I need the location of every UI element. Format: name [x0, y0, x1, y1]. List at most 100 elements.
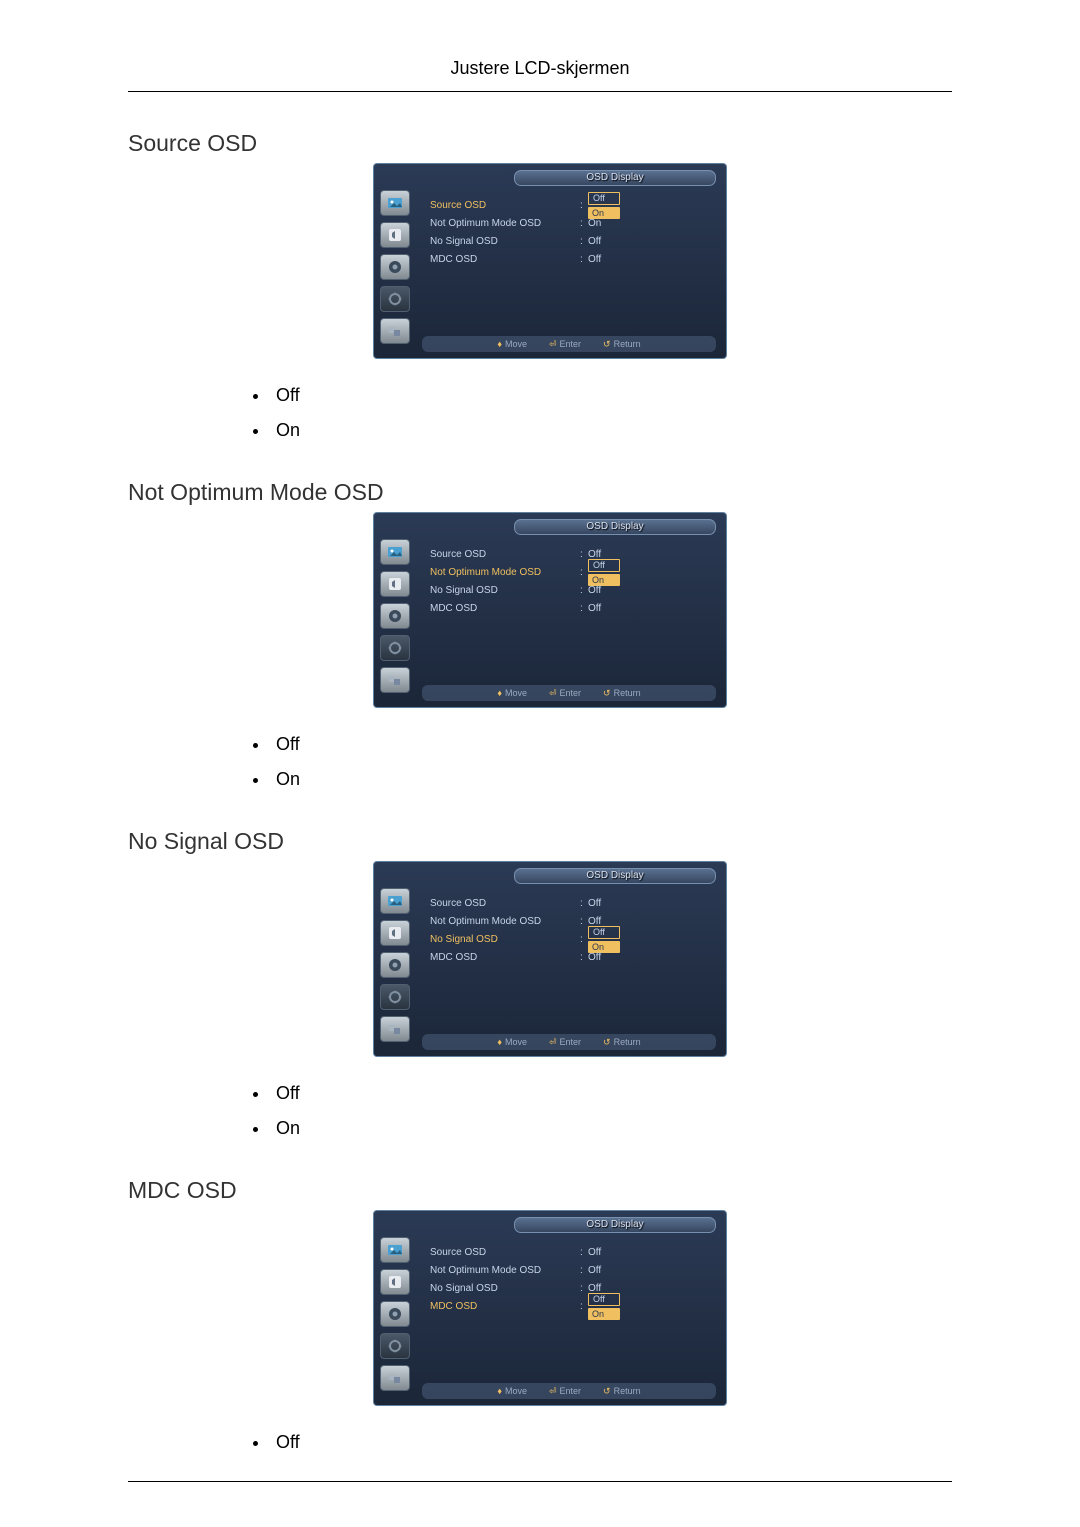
osd-menu: Source OSD : Off Not Optimum Mode OSD : … — [430, 1243, 714, 1315]
osd-value: Off — [588, 1265, 601, 1276]
osd-menu-row[interactable]: No Signal OSD : Off — [430, 581, 714, 599]
osd-colon: : — [580, 1283, 588, 1294]
osd-menu-row[interactable]: Not Optimum Mode OSD : Off On — [430, 563, 714, 581]
osd-menu-label: Not Optimum Mode OSD — [430, 916, 580, 927]
osd-colon: : — [580, 200, 588, 211]
osd-value: Off — [588, 254, 601, 265]
settings-icon[interactable] — [380, 286, 410, 312]
option-list: OffOn — [270, 1083, 952, 1139]
osd-menu-label: Source OSD — [430, 549, 580, 560]
picture-icon[interactable] — [380, 190, 410, 216]
osd-value-selected[interactable]: Off — [588, 192, 620, 205]
sound-icon[interactable] — [380, 920, 410, 946]
multi-icon[interactable] — [380, 1365, 410, 1391]
page-content: Source OSD OSD Display Source OSD : Off … — [0, 130, 1080, 1453]
multi-icon[interactable] — [380, 318, 410, 344]
return-icon: ↺ — [603, 1037, 611, 1047]
picture-icon[interactable] — [380, 1237, 410, 1263]
header-rule — [128, 91, 952, 92]
osd-value-selected[interactable]: Off — [588, 926, 620, 939]
updown-icon: ♦ — [497, 1386, 502, 1396]
settings-icon[interactable] — [380, 635, 410, 661]
osd-value: Off — [588, 585, 601, 596]
osd-menu-label: No Signal OSD — [430, 585, 580, 596]
enter-icon: ⏎ — [549, 339, 557, 349]
footer-enter: ⏎Enter — [549, 1386, 581, 1397]
footer-return: ↺Return — [603, 688, 641, 699]
osd-sidebar — [380, 539, 418, 699]
osd-value-selected[interactable]: Off — [588, 559, 620, 572]
osd-menu-label: MDC OSD — [430, 603, 580, 614]
osd-menu-row[interactable]: MDC OSD : Off On — [430, 1297, 714, 1315]
osd-dropdown-option[interactable]: On — [588, 1308, 620, 1320]
osd-menu-row[interactable]: No Signal OSD : Off — [430, 1279, 714, 1297]
osd-menu-label: MDC OSD — [430, 952, 580, 963]
osd-menu-row[interactable]: Not Optimum Mode OSD : Off — [430, 912, 714, 930]
osd-menu-row[interactable]: Source OSD : Off On — [430, 196, 714, 214]
osd-colon: : — [580, 603, 588, 614]
osd-menu-row[interactable]: Source OSD : Off — [430, 545, 714, 563]
osd-title: OSD Display — [514, 170, 716, 186]
sound-icon[interactable] — [380, 571, 410, 597]
osd-value: Off — [588, 1247, 601, 1258]
sound-icon[interactable] — [380, 222, 410, 248]
osd-colon: : — [580, 1265, 588, 1276]
option-item: Off — [270, 1083, 952, 1104]
osd-sidebar — [380, 888, 418, 1048]
section-heading-mdc: MDC OSD — [128, 1177, 952, 1204]
settings-icon[interactable] — [380, 1333, 410, 1359]
footer-rule — [128, 1481, 952, 1482]
picture-icon[interactable] — [380, 888, 410, 914]
setup-icon[interactable] — [380, 952, 410, 978]
osd-menu-row[interactable]: MDC OSD : Off — [430, 250, 714, 268]
osd-value-selected[interactable]: Off — [588, 1293, 620, 1306]
osd-menu-row[interactable]: Source OSD : Off — [430, 894, 714, 912]
osd-panel: OSD Display Source OSD : Off Not Optimum… — [373, 512, 727, 708]
osd-colon: : — [580, 549, 588, 560]
osd-panel: OSD Display Source OSD : Off Not Optimum… — [373, 1210, 727, 1406]
setup-icon[interactable] — [380, 254, 410, 280]
osd-colon: : — [580, 916, 588, 927]
osd-value: Off — [588, 603, 601, 614]
option-item: Off — [270, 385, 952, 406]
osd-menu: Source OSD : Off Not Optimum Mode OSD : … — [430, 894, 714, 966]
osd-menu-row[interactable]: Source OSD : Off — [430, 1243, 714, 1261]
osd-value: Off — [588, 952, 601, 963]
picture-icon[interactable] — [380, 539, 410, 565]
footer-move: ♦Move — [497, 1386, 527, 1396]
return-icon: ↺ — [603, 688, 611, 698]
osd-menu-row[interactable]: No Signal OSD : Off — [430, 232, 714, 250]
osd-menu-row[interactable]: MDC OSD : Off — [430, 948, 714, 966]
osd-menu-row[interactable]: Not Optimum Mode OSD : Off — [430, 1261, 714, 1279]
setup-icon[interactable] — [380, 603, 410, 629]
option-list: Off — [270, 1432, 952, 1453]
updown-icon: ♦ — [497, 1037, 502, 1047]
setup-icon[interactable] — [380, 1301, 410, 1327]
enter-icon: ⏎ — [549, 1386, 557, 1396]
osd-menu-label: No Signal OSD — [430, 236, 580, 247]
osd-menu-row[interactable]: Not Optimum Mode OSD : On — [430, 214, 714, 232]
sound-icon[interactable] — [380, 1269, 410, 1295]
multi-icon[interactable] — [380, 1016, 410, 1042]
osd-colon: : — [580, 1247, 588, 1258]
option-list: OffOn — [270, 734, 952, 790]
osd-menu-row[interactable]: No Signal OSD : Off On — [430, 930, 714, 948]
osd-value: Off — [588, 898, 601, 909]
osd-colon: : — [580, 236, 588, 247]
osd-title: OSD Display — [514, 868, 716, 884]
osd-colon: : — [580, 1301, 588, 1312]
updown-icon: ♦ — [497, 339, 502, 349]
osd-menu: Source OSD : Off On Not Optimum Mode OSD… — [430, 196, 714, 268]
osd-footer: ♦Move ⏎Enter ↺Return — [422, 685, 716, 701]
osd-colon: : — [580, 567, 588, 578]
osd-menu-label: No Signal OSD — [430, 934, 580, 945]
osd-colon: : — [580, 254, 588, 265]
osd-menu-row[interactable]: MDC OSD : Off — [430, 599, 714, 617]
footer-enter: ⏎Enter — [549, 339, 581, 350]
settings-icon[interactable] — [380, 984, 410, 1010]
multi-icon[interactable] — [380, 667, 410, 693]
footer-move: ♦Move — [497, 1037, 527, 1047]
section-heading-nosignal: No Signal OSD — [128, 828, 952, 855]
return-icon: ↺ — [603, 339, 611, 349]
osd-menu-label: Not Optimum Mode OSD — [430, 1265, 580, 1276]
